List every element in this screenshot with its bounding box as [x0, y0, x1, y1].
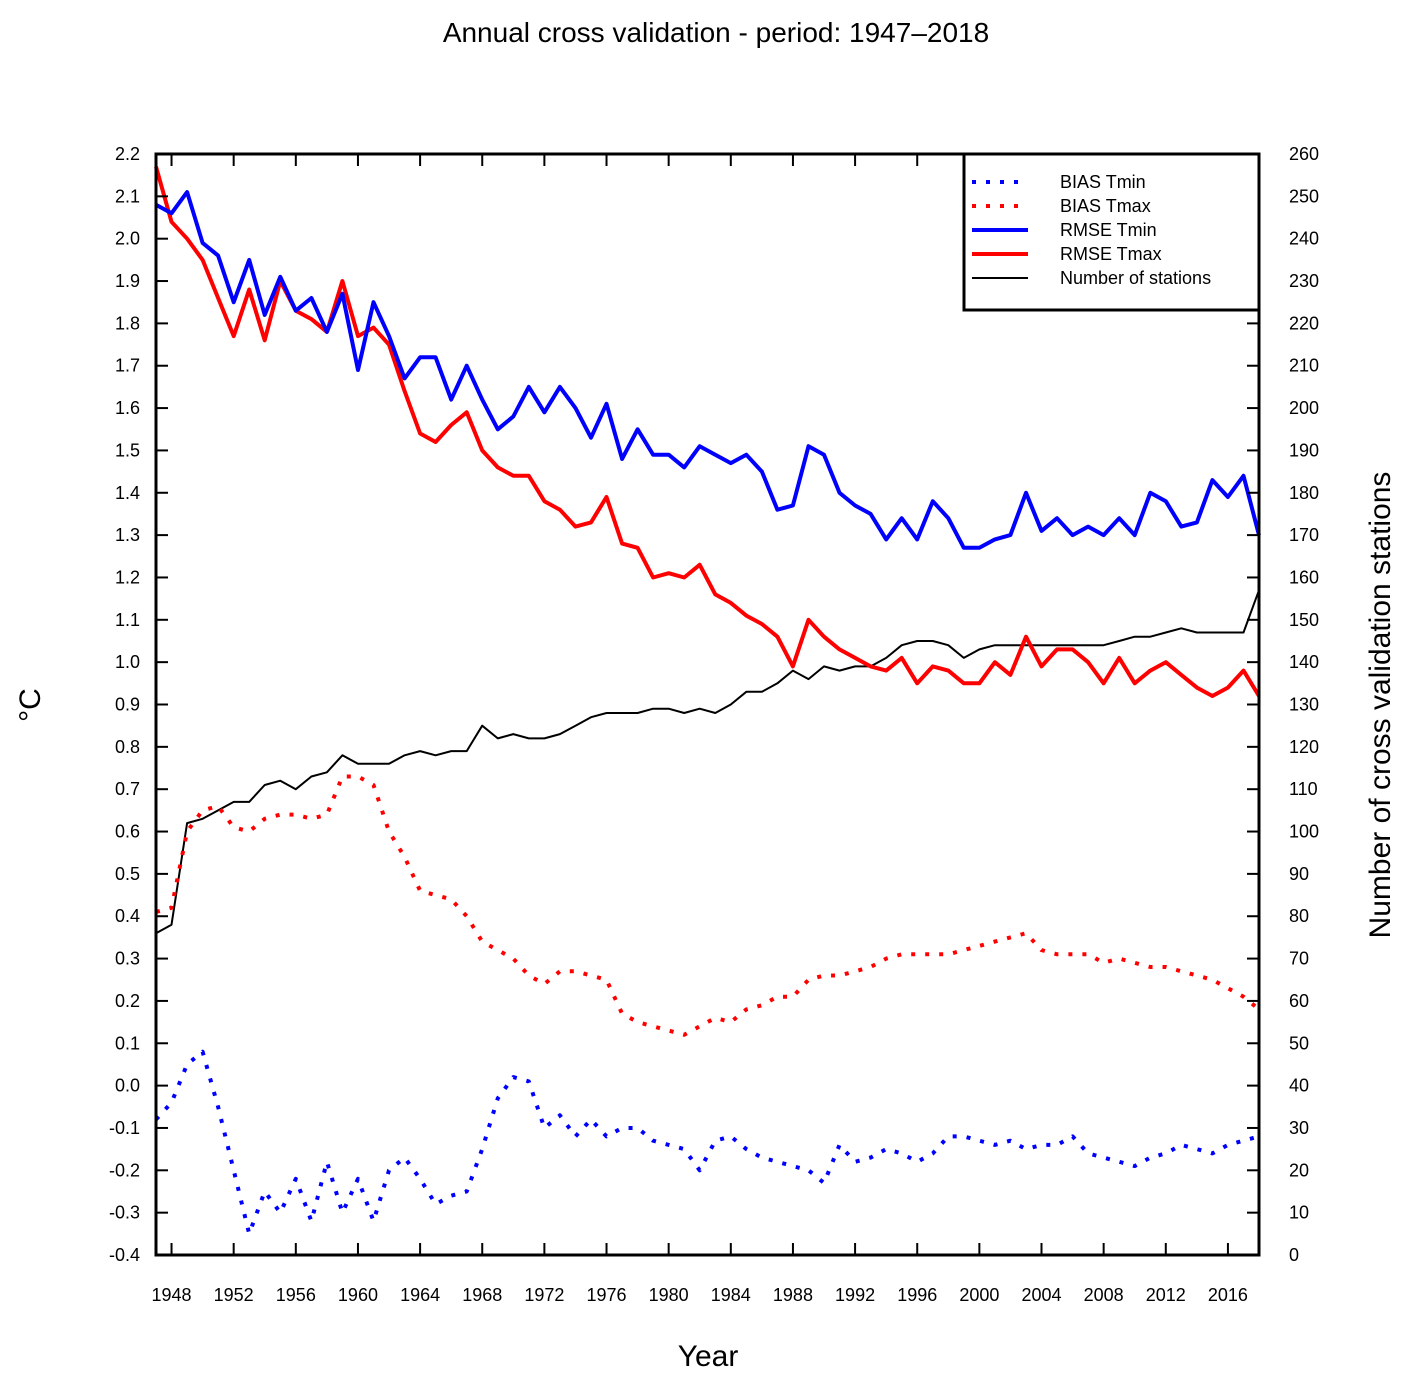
y-tick-label: 1.1: [115, 610, 140, 630]
x-tick-label: 2004: [1021, 1285, 1061, 1305]
x-tick-label: 1948: [152, 1285, 192, 1305]
y-tick-label: -0.4: [109, 1245, 140, 1265]
plot-frame: [154, 152, 1261, 1257]
x-tick-label: 1980: [649, 1285, 689, 1305]
y-right-tick-label: 210: [1289, 356, 1319, 376]
y-right-tick-label: 110: [1289, 779, 1318, 799]
y-right-tick-label: 20: [1289, 1160, 1309, 1180]
y-right-tick-label: 180: [1289, 483, 1319, 503]
chart-title: Annual cross validation - period: 1947–2…: [443, 17, 989, 48]
legend-label: RMSE Tmin: [1060, 220, 1157, 240]
legend-label: RMSE Tmax: [1060, 244, 1162, 264]
x-tick-label: 1968: [462, 1285, 502, 1305]
y-right-tick-label: 40: [1289, 1076, 1309, 1096]
y-tick-label: 1.2: [115, 567, 140, 587]
y-tick-label: 0.9: [115, 695, 140, 715]
y-right-tick-label: 30: [1289, 1118, 1309, 1138]
y-right-tick-label: 260: [1289, 144, 1319, 164]
y-tick-label: -0.2: [109, 1160, 140, 1180]
y-right-tick-label: 220: [1289, 313, 1319, 333]
y-right-tick-label: 50: [1289, 1033, 1309, 1053]
y-right-tick-label: 0: [1289, 1245, 1299, 1265]
y-right-tick-label: 60: [1289, 991, 1309, 1011]
y-tick-label: 1.7: [115, 356, 140, 376]
y-right-tick-label: 240: [1289, 229, 1319, 249]
x-axis-title: Year: [678, 1340, 739, 1373]
x-tick-label: 1952: [214, 1285, 254, 1305]
y-tick-label: 0.2: [115, 991, 140, 1011]
y-tick-label: 2.1: [115, 186, 140, 206]
x-tick-label: 1964: [400, 1285, 440, 1305]
y-right-tick-label: 230: [1289, 271, 1319, 291]
x-tick-label: 1960: [338, 1285, 378, 1305]
y-right-tick-label: 80: [1289, 906, 1309, 926]
y-tick-label: -0.3: [109, 1203, 140, 1223]
y-tick-label: 0.1: [115, 1033, 140, 1053]
y-right-tick-label: 190: [1289, 440, 1319, 460]
y-right-tick-label: 160: [1289, 567, 1319, 587]
y-tick-label: 1.8: [115, 313, 140, 333]
y-tick-label: 0.4: [115, 906, 140, 926]
series-layer: [154, 166, 1261, 1236]
x-tick-label: 1976: [586, 1285, 626, 1305]
x-tick-label: 1992: [835, 1285, 875, 1305]
y-right-tick-label: 140: [1289, 652, 1319, 672]
y-tick-label: 1.9: [115, 271, 140, 291]
x-tick-label: 2012: [1146, 1285, 1186, 1305]
y-tick-label: 0.3: [115, 949, 140, 969]
y-right-axis-title: Number of cross validation stations: [1364, 472, 1397, 939]
y-tick-label: 1.5: [115, 440, 140, 460]
y-right-tick-label: 250: [1289, 186, 1319, 206]
y-tick-label: 1.3: [115, 525, 140, 545]
y-tick-label: 1.6: [115, 398, 140, 418]
y-right-tick-label: 10: [1289, 1203, 1309, 1223]
y-right-tick-label: 90: [1289, 864, 1309, 884]
y-tick-label: 1.0: [115, 652, 140, 672]
x-tick-label: 2008: [1084, 1285, 1124, 1305]
legend-label: BIAS Tmin: [1060, 172, 1146, 192]
y-right-tick-label: 100: [1289, 822, 1319, 842]
x-tick-label: 1988: [773, 1285, 813, 1305]
y-right-tick-label: 170: [1289, 525, 1319, 545]
series-line-rmse-tmax: [154, 166, 1261, 698]
y-right-tick-label: 120: [1289, 737, 1319, 757]
y-right-tick-label: 70: [1289, 949, 1309, 969]
y-right-tick-label: 150: [1289, 610, 1319, 630]
y-tick-label: 2.0: [115, 229, 140, 249]
y-tick-label: 0.0: [115, 1076, 140, 1096]
x-tick-label: 2000: [959, 1285, 999, 1305]
ticks-layer: 1948 1952 1956 1960 1964 1968 1972 1976 1980 1984…: [109, 144, 1319, 1305]
y-tick-label: 0.8: [115, 737, 140, 757]
series-line-number-of-stations: [155, 589, 1260, 935]
y-tick-label: 0.6: [115, 822, 140, 842]
legend: BIAS Tmin BIAS Tmax RMSE Tmin RMSE Tmax Numb…: [962, 152, 1261, 312]
y-tick-label: 1.4: [115, 483, 140, 503]
y-tick-label: 2.2: [115, 144, 140, 164]
series-line-rmse-tmin: [155, 190, 1261, 550]
y-tick-label: 0.5: [115, 864, 140, 884]
y-tick-label: 0.7: [115, 779, 140, 799]
y-right-tick-label: 130: [1289, 695, 1319, 715]
x-tick-label: 1996: [897, 1285, 937, 1305]
series-line-bias-tmax: [155, 774, 1261, 1037]
legend-label: BIAS Tmax: [1060, 196, 1151, 216]
y-tick-label: -0.1: [109, 1118, 140, 1138]
x-tick-label: 1984: [711, 1285, 751, 1305]
y-right-tick-label: 200: [1289, 398, 1319, 418]
x-tick-label: 1956: [276, 1285, 316, 1305]
y-axis-title: °C: [14, 688, 47, 722]
legend-label: Number of stations: [1060, 268, 1211, 288]
x-tick-label: 2016: [1208, 1285, 1248, 1305]
x-tick-label: 1972: [524, 1285, 564, 1305]
